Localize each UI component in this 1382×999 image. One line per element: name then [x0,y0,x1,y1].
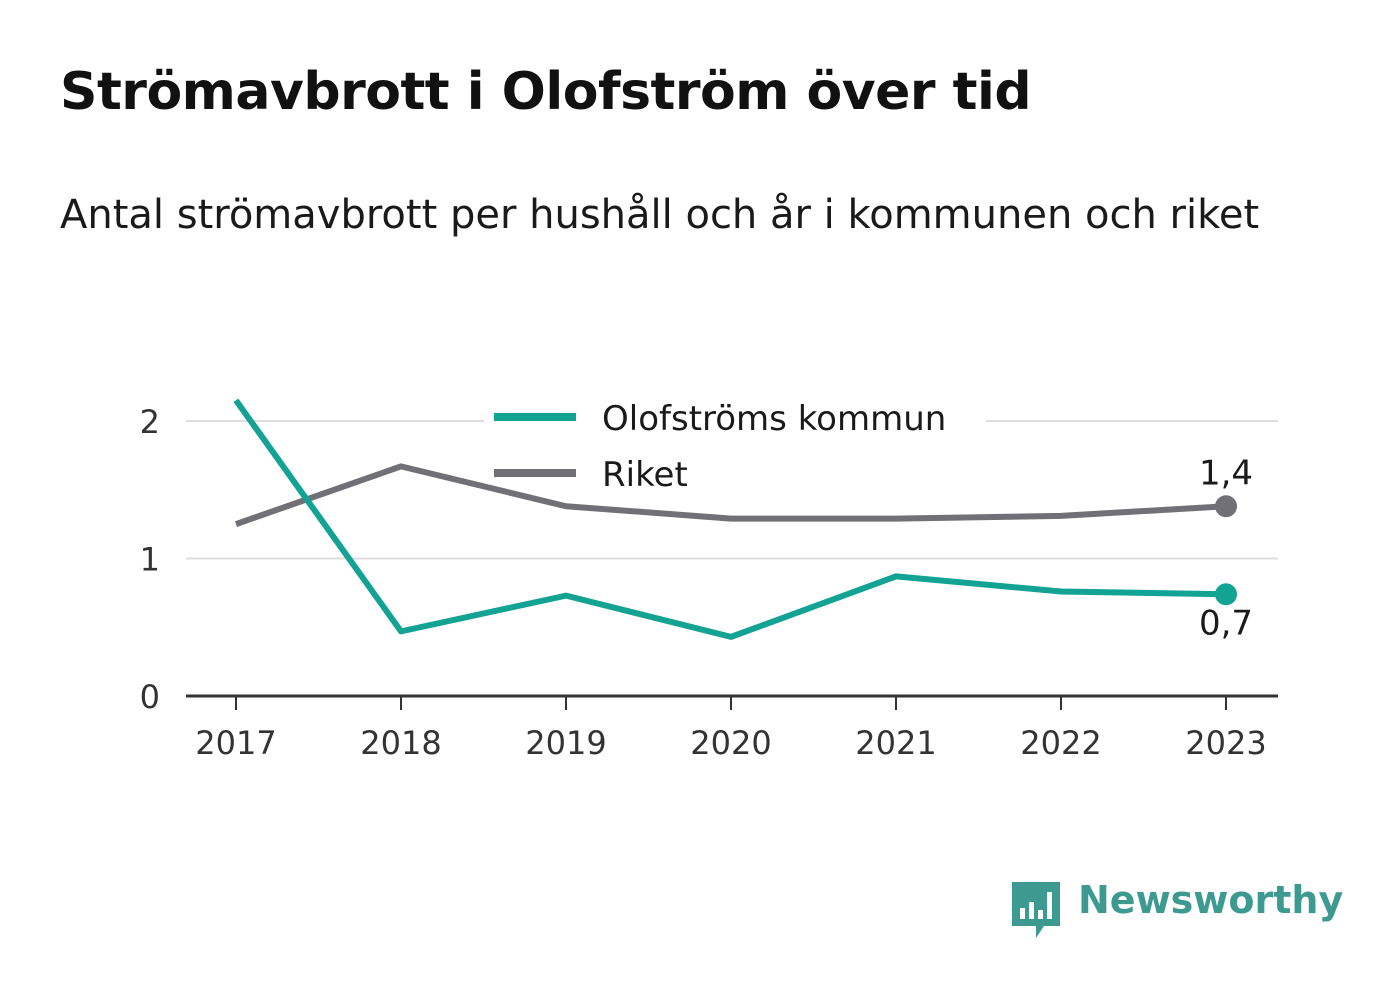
y-tick-label: 2 [140,403,160,441]
axes: 0 1 2 2017 2018 2019 2020 2021 2022 2023 [140,403,1278,762]
x-tick-label: 2023 [1185,724,1266,762]
end-point-riket [1215,495,1237,518]
page-subtitle: Antal strömavbrott per hushåll och år i … [60,192,1260,238]
x-tick-label: 2020 [690,724,771,762]
legend-background [484,388,986,504]
x-tick-label: 2017 [195,724,276,762]
legend-label-olofstrom: Olofströms kommun [602,399,946,439]
series-line-riket [235,463,1227,527]
series-line-olofstrom [233,398,1227,640]
newsworthy-logo-icon [1012,882,1060,938]
legend: Olofströms kommun Riket [484,388,986,504]
legend-label-riket: Riket [602,455,688,495]
y-tick-label: 1 [140,541,160,579]
x-tick-label: 2018 [360,724,441,762]
end-label-olofstrom: 0,7 [1199,603,1253,643]
series: 1,4 0,7 [233,398,1253,643]
page-title: Strömavbrott i Olofström över tid [60,62,1032,122]
x-tick-label: 2021 [855,724,936,762]
newsworthy-logo-text: Newsworthy [1078,878,1344,922]
x-tick-label: 2019 [525,724,606,762]
end-point-olofstrom [1215,583,1237,606]
x-tick-label: 2022 [1020,724,1101,762]
y-tick-label: 0 [140,678,160,716]
end-label-riket: 1,4 [1199,453,1253,493]
